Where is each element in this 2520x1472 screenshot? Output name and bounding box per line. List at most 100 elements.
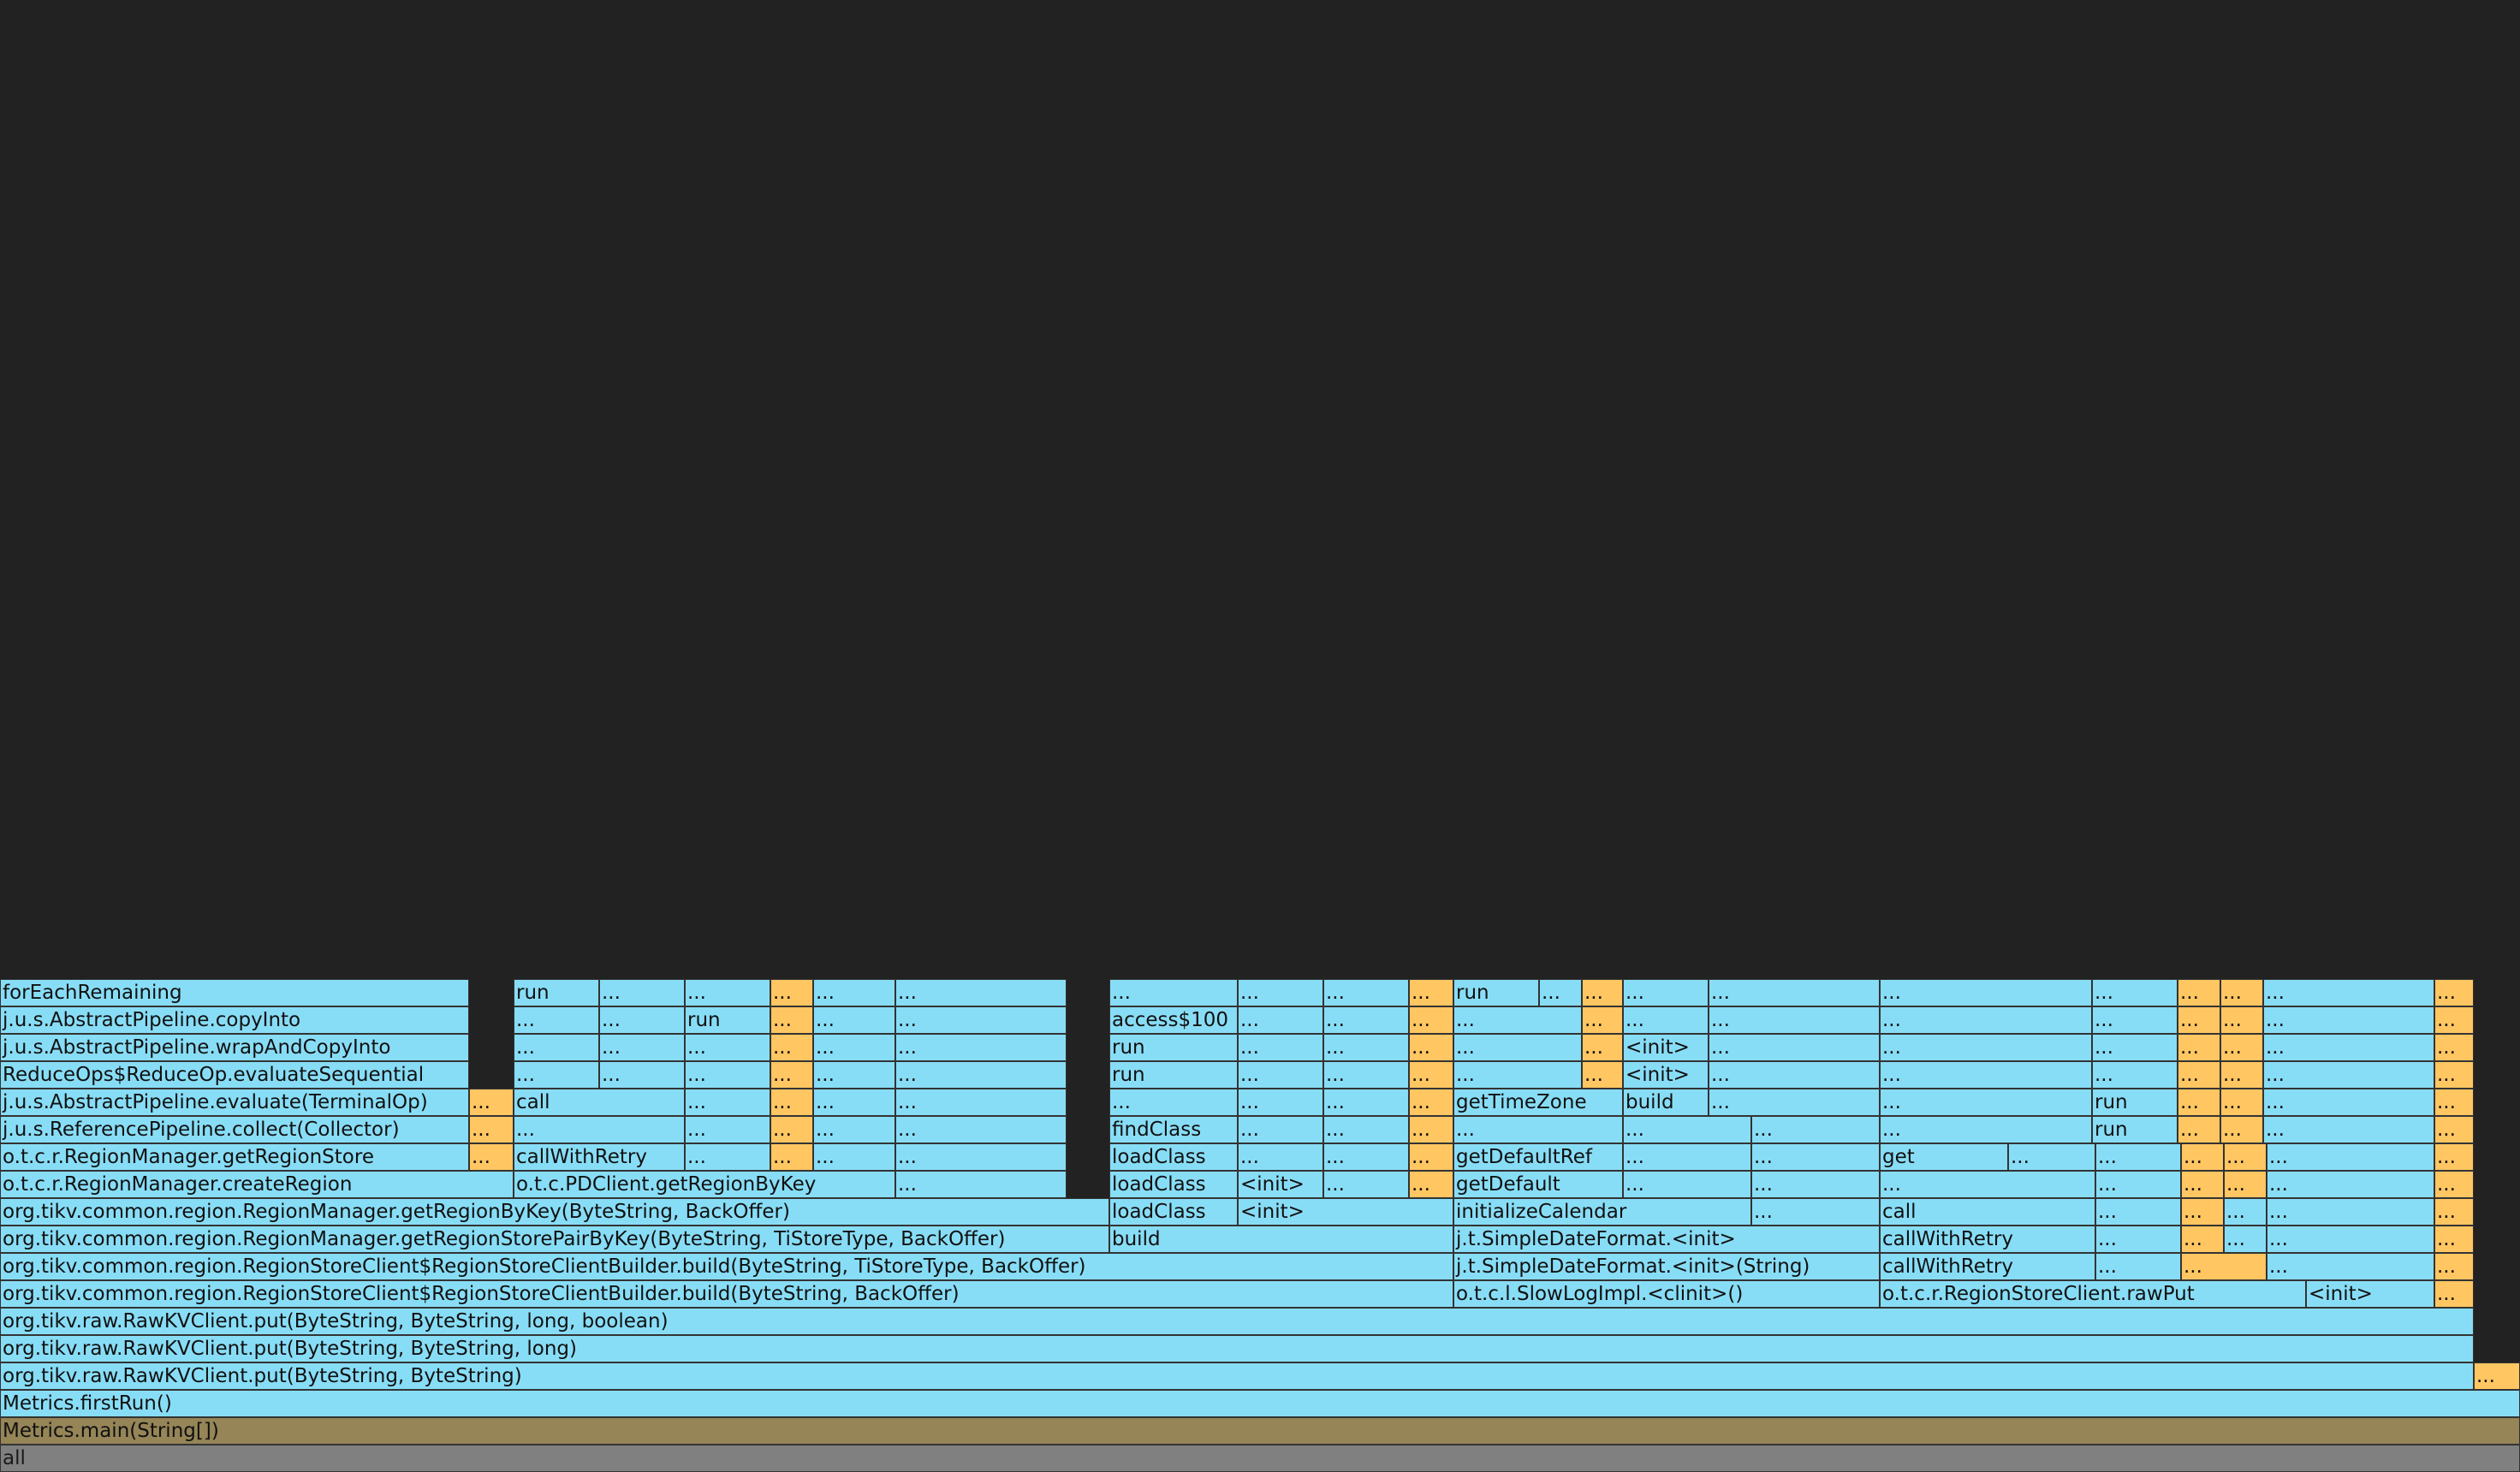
stack-frame[interactable]: ...: [685, 1116, 770, 1143]
stack-frame[interactable]: ...: [2474, 1362, 2520, 1390]
stack-frame[interactable]: ...: [1323, 1171, 1409, 1198]
stack-frame[interactable]: ...: [1409, 979, 1453, 1006]
stack-frame[interactable]: o.t.c.PDClient.getRegionByKey: [514, 1171, 895, 1198]
stack-frame[interactable]: ...: [599, 1061, 685, 1089]
stack-frame[interactable]: ...: [1453, 1116, 1623, 1143]
stack-frame[interactable]: ...: [2092, 1006, 2178, 1034]
stack-frame[interactable]: ...: [2178, 1034, 2220, 1061]
stack-frame[interactable]: ...: [895, 1034, 1067, 1061]
stack-frame[interactable]: ...: [1323, 1034, 1409, 1061]
stack-frame[interactable]: ...: [1409, 1171, 1453, 1198]
stack-frame[interactable]: <init>: [1623, 1034, 1709, 1061]
stack-frame[interactable]: j.t.SimpleDateFormat.<init>(String): [1453, 1253, 1880, 1280]
stack-frame[interactable]: ...: [514, 1034, 599, 1061]
stack-frame[interactable]: ...: [895, 1006, 1067, 1034]
stack-frame[interactable]: ...: [1623, 1143, 1751, 1171]
stack-frame[interactable]: ...: [2178, 1089, 2220, 1116]
stack-frame[interactable]: ...: [514, 1006, 599, 1034]
stack-frame[interactable]: ...: [2224, 1226, 2267, 1253]
stack-frame[interactable]: ...: [2220, 979, 2263, 1006]
stack-frame[interactable]: ...: [2095, 1198, 2181, 1226]
stack-frame[interactable]: ...: [2434, 1089, 2474, 1116]
stack-frame[interactable]: ...: [1409, 1061, 1453, 1089]
stack-frame[interactable]: ...: [2434, 1253, 2474, 1280]
stack-frame[interactable]: ...: [2095, 1226, 2181, 1253]
stack-frame[interactable]: org.tikv.common.region.RegionManager.get…: [0, 1198, 1109, 1226]
stack-frame[interactable]: ...: [770, 1034, 813, 1061]
stack-frame[interactable]: run: [514, 979, 599, 1006]
stack-frame[interactable]: get: [1880, 1143, 2008, 1171]
stack-frame[interactable]: ReduceOps$ReduceOp.evaluateSequential: [0, 1061, 469, 1089]
stack-frame[interactable]: ...: [813, 1116, 895, 1143]
stack-frame[interactable]: ...: [2178, 1116, 2220, 1143]
stack-frame[interactable]: ...: [1709, 1089, 1880, 1116]
stack-frame[interactable]: ...: [1323, 1143, 1409, 1171]
stack-frame[interactable]: org.tikv.raw.RawKVClient.put(ByteString,…: [0, 1308, 2474, 1335]
stack-frame[interactable]: j.u.s.AbstractPipeline.wrapAndCopyInto: [0, 1034, 469, 1061]
stack-frame[interactable]: ...: [895, 1116, 1067, 1143]
stack-frame[interactable]: initializeCalendar: [1453, 1198, 1751, 1226]
stack-frame[interactable]: ...: [1409, 1089, 1453, 1116]
stack-frame[interactable]: ...: [2263, 1116, 2434, 1143]
stack-frame[interactable]: run: [2092, 1116, 2178, 1143]
stack-frame[interactable]: call: [1880, 1198, 2095, 1226]
stack-frame[interactable]: ...: [2434, 1034, 2474, 1061]
stack-frame[interactable]: ...: [1409, 1143, 1453, 1171]
stack-frame[interactable]: ...: [2267, 1198, 2434, 1226]
stack-frame[interactable]: ...: [514, 1116, 685, 1143]
stack-frame[interactable]: build: [1623, 1089, 1709, 1116]
stack-frame[interactable]: ...: [1880, 979, 2092, 1006]
stack-frame[interactable]: ...: [813, 1006, 895, 1034]
stack-frame[interactable]: j.u.s.AbstractPipeline.evaluate(Terminal…: [0, 1089, 469, 1116]
stack-frame[interactable]: ...: [2434, 1171, 2474, 1198]
stack-frame[interactable]: ...: [770, 1143, 813, 1171]
stack-frame[interactable]: ...: [895, 1143, 1067, 1171]
stack-frame[interactable]: loadClass: [1109, 1198, 1238, 1226]
stack-frame[interactable]: ...: [685, 1143, 770, 1171]
stack-frame[interactable]: org.tikv.raw.RawKVClient.put(ByteString,…: [0, 1335, 2474, 1362]
stack-frame[interactable]: ...: [2220, 1116, 2263, 1143]
stack-frame[interactable]: ...: [1709, 1061, 1880, 1089]
stack-frame[interactable]: ...: [2434, 1006, 2474, 1034]
stack-frame[interactable]: ...: [2434, 1280, 2474, 1308]
stack-frame[interactable]: ...: [2263, 1061, 2434, 1089]
stack-frame[interactable]: ...: [2092, 979, 2178, 1006]
stack-frame[interactable]: o.t.c.r.RegionStoreClient.rawPut: [1880, 1280, 2306, 1308]
stack-frame[interactable]: ...: [770, 1061, 813, 1089]
stack-frame[interactable]: ...: [1238, 1006, 1323, 1034]
stack-frame[interactable]: ...: [2220, 1089, 2263, 1116]
stack-frame[interactable]: run: [1109, 1034, 1238, 1061]
stack-frame[interactable]: build: [1109, 1226, 1453, 1253]
stack-frame[interactable]: ...: [1109, 1089, 1238, 1116]
stack-frame[interactable]: <init>: [1623, 1061, 1709, 1089]
stack-frame[interactable]: <init>: [1238, 1198, 1453, 1226]
stack-frame[interactable]: ...: [2267, 1253, 2434, 1280]
stack-frame[interactable]: run: [685, 1006, 770, 1034]
stack-frame[interactable]: ...: [2434, 1198, 2474, 1226]
stack-frame[interactable]: ...: [1751, 1171, 1880, 1198]
stack-frame[interactable]: ...: [1453, 1006, 1582, 1034]
stack-frame[interactable]: ...: [2263, 1034, 2434, 1061]
stack-frame[interactable]: ...: [1409, 1034, 1453, 1061]
stack-frame[interactable]: ...: [2263, 979, 2434, 1006]
stack-frame[interactable]: ...: [2434, 1116, 2474, 1143]
stack-frame[interactable]: o.t.c.r.RegionManager.createRegion: [0, 1171, 514, 1198]
stack-frame[interactable]: ...: [1323, 979, 1409, 1006]
stack-frame[interactable]: o.t.c.l.SlowLogImpl.<clinit>(): [1453, 1280, 1880, 1308]
stack-frame[interactable]: ...: [599, 1034, 685, 1061]
stack-frame[interactable]: ...: [1880, 1116, 2092, 1143]
stack-frame[interactable]: ...: [2224, 1171, 2267, 1198]
stack-frame[interactable]: ...: [1582, 1006, 1623, 1034]
stack-frame[interactable]: ...: [1751, 1116, 1880, 1143]
stack-frame[interactable]: ...: [895, 1061, 1067, 1089]
stack-frame[interactable]: ...: [1109, 979, 1238, 1006]
stack-frame[interactable]: ...: [1453, 1061, 1582, 1089]
stack-frame[interactable]: ...: [813, 1089, 895, 1116]
stack-frame[interactable]: ...: [1238, 1034, 1323, 1061]
stack-frame[interactable]: ...: [813, 1143, 895, 1171]
stack-frame[interactable]: ...: [1582, 979, 1623, 1006]
stack-frame[interactable]: ...: [813, 1034, 895, 1061]
stack-frame[interactable]: ...: [599, 1006, 685, 1034]
stack-frame[interactable]: ...: [2092, 1061, 2178, 1089]
stack-frame[interactable]: ...: [2178, 1061, 2220, 1089]
